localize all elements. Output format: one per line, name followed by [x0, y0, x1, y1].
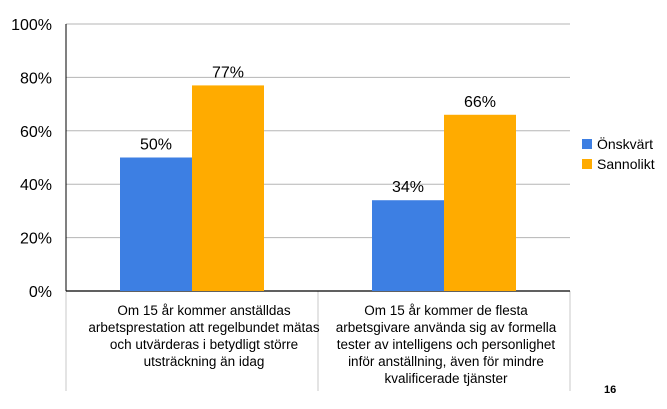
- category-label-1: Om 15 år kommer anställdas arbetsprestat…: [88, 303, 320, 369]
- y-tick-label: 20%: [20, 231, 52, 248]
- bar-2-2: [444, 114, 516, 291]
- y-tick-label: 40%: [20, 177, 52, 194]
- data-label: 77%: [212, 64, 244, 81]
- legend-swatch-2: [582, 159, 592, 169]
- category-label-2: Om 15 år kommer de flesta arbetsgivare a…: [335, 303, 557, 386]
- y-tick-label: 60%: [20, 124, 52, 141]
- legend-label-1: Önskvärt: [597, 135, 653, 152]
- bar-1-1: [120, 157, 192, 291]
- y-tick-label: 100%: [11, 17, 52, 34]
- bar-2-1: [192, 85, 264, 291]
- data-label: 50%: [140, 137, 172, 154]
- data-label: 66%: [464, 94, 496, 111]
- y-tick-label: 80%: [20, 70, 52, 87]
- bar-1-2: [372, 200, 444, 291]
- legend-swatch-1: [582, 139, 592, 149]
- data-label: 34%: [392, 179, 424, 196]
- page-number: 16: [604, 384, 617, 396]
- y-tick-label: 0%: [29, 284, 52, 301]
- legend-label-2: Sannolikt: [597, 156, 655, 172]
